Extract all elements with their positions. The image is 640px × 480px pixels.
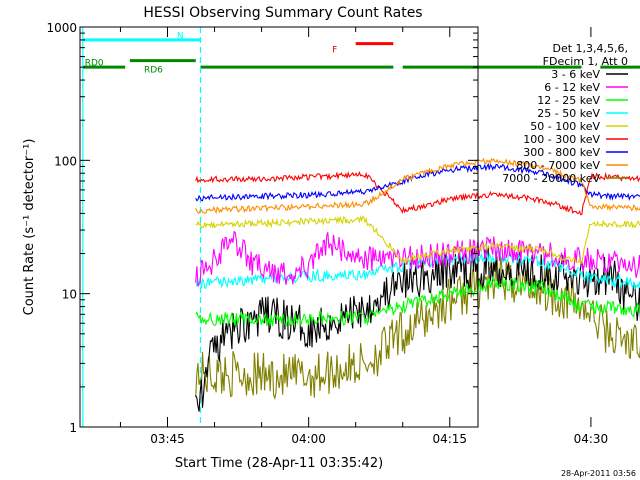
series-line-300-800-kev: [195, 162, 640, 202]
series-line-12-25-kev: [195, 275, 640, 327]
vline-layer: [82, 27, 202, 427]
y-tick-label: 10: [62, 288, 77, 302]
legend-header-line: FDecim 1, Att 0: [543, 55, 628, 68]
flag-label-f: F: [332, 45, 337, 55]
legend-label-800-7000-kev: 800 - 7000 keV: [516, 159, 600, 172]
x-tick-label: 04:15: [432, 432, 467, 446]
flag-label-n: N: [177, 31, 184, 41]
legend-label-7000-20000-kev: 7000 - 20000 keV: [502, 172, 600, 185]
axis-layer: 110100100003:4504:0004:1504:3004:4505:00…: [46, 21, 609, 446]
x-tick-label: 04:00: [291, 432, 326, 446]
x-tick-label: 03:45: [150, 432, 185, 446]
y-tick-label: 100: [54, 154, 77, 168]
y-tick-label: 1000: [46, 21, 77, 35]
legend-label-50-100-kev: 50 - 100 keV: [530, 120, 600, 133]
y-axis-label: Count Rate (s⁻¹ detector⁻¹): [22, 139, 37, 316]
series-line-100-300-kev: [195, 170, 640, 216]
series-line-800-7000-kev: [195, 157, 640, 214]
legend-label-6-12-kev: 6 - 12 keV: [544, 81, 600, 94]
series-line-7000-20000-kev: [195, 255, 640, 400]
series-line-6-12-kev: [195, 230, 640, 287]
legend-label-25-50-kev: 25 - 50 keV: [537, 107, 600, 120]
plot-frame: [79, 26, 479, 428]
chart-title: HESSI Observing Summary Count Rates: [143, 5, 422, 21]
flag-label-rd0: RD0: [85, 59, 104, 69]
legend-label-12-25-kev: 12 - 25 keV: [537, 94, 600, 107]
x-axis-label: Start Time (28-Apr-11 03:35:42): [175, 456, 383, 471]
series-layer: [195, 157, 640, 412]
flag-layer: N F RD0 RD6: [82, 31, 640, 75]
legend-header-line: Det 1,3,4,5,6,: [552, 42, 628, 55]
y-tick-label: 1: [69, 421, 77, 435]
legend-label-3-6-kev: 3 - 6 keV: [551, 68, 600, 81]
footer-timestamp: 28-Apr-2011 03:56: [561, 469, 636, 478]
legend-label-300-800-kev: 300 - 800 keV: [523, 146, 600, 159]
flag-label-rd6: RD6: [144, 65, 163, 75]
series-line-50-100-kev: [195, 215, 640, 265]
x-tick-label: 04:30: [574, 432, 609, 446]
legend: Det 1,3,4,5,6,FDecim 1, Att 03 - 6 keV6 …: [502, 42, 628, 185]
legend-label-100-300-kev: 100 - 300 keV: [523, 133, 600, 146]
series-line-3-6-kev: [195, 245, 640, 412]
